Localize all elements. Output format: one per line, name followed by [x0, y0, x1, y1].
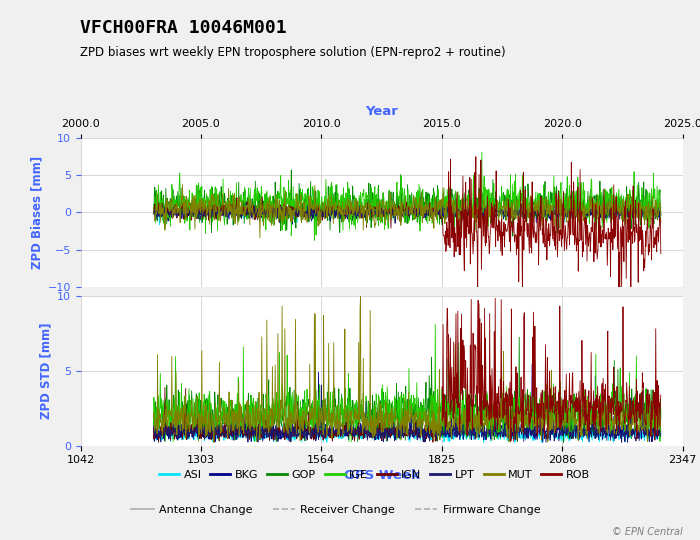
X-axis label: GPS Week: GPS Week	[344, 469, 419, 482]
Text: © EPN Central: © EPN Central	[612, 527, 682, 537]
Text: VFCH00FRA 10046M001: VFCH00FRA 10046M001	[80, 19, 287, 37]
X-axis label: Year: Year	[365, 105, 398, 118]
Y-axis label: ZPD Biases [mm]: ZPD Biases [mm]	[30, 156, 43, 269]
Legend: ASI, BKG, GOP, IGE, IGN, LPT, MUT, ROB: ASI, BKG, GOP, IGE, IGN, LPT, MUT, ROB	[155, 466, 594, 485]
Y-axis label: ZPD STD [mm]: ZPD STD [mm]	[40, 322, 52, 419]
Text: ZPD biases wrt weekly EPN troposphere solution (EPN-repro2 + routine): ZPD biases wrt weekly EPN troposphere so…	[80, 46, 506, 59]
Legend: Antenna Change, Receiver Change, Firmware Change: Antenna Change, Receiver Change, Firmwar…	[127, 501, 545, 519]
